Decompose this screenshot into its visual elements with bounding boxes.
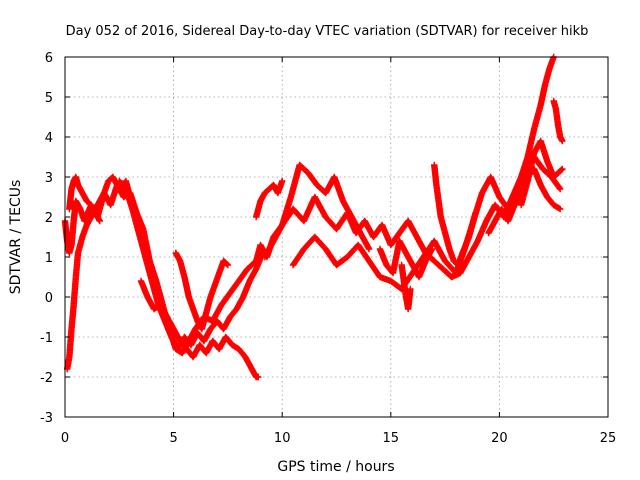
data-track [252, 177, 286, 221]
y-tick-label: -1 [40, 331, 53, 346]
data-track [376, 237, 436, 281]
data-point [557, 205, 564, 213]
data-point [96, 217, 103, 225]
y-tick-label: -3 [40, 411, 53, 426]
data-track [398, 261, 414, 313]
y-tick-label: 1 [45, 251, 53, 266]
chart-title: Day 052 of 2016, Sidereal Day-to-day VTE… [66, 24, 589, 39]
data-track [66, 173, 103, 225]
data-point [224, 261, 232, 269]
y-axis-label: SDTVAR / TECUs [8, 180, 24, 295]
x-tick-label: 10 [274, 431, 291, 446]
x-tick-label: 5 [169, 431, 177, 446]
x-tick-label: 25 [600, 431, 617, 446]
y-tick-label: 3 [45, 171, 53, 186]
x-tick-label: 0 [61, 431, 69, 446]
data-track [261, 161, 373, 261]
data-point [556, 184, 563, 192]
data-point [559, 137, 566, 145]
data-track [485, 165, 564, 237]
y-tick-label: 4 [45, 131, 53, 146]
data-point [558, 166, 565, 173]
ticks [64, 56, 609, 418]
data-point [365, 245, 373, 253]
data-track [116, 177, 266, 353]
data-track [517, 137, 566, 209]
y-tick-label: 5 [45, 91, 53, 106]
x-axis-label: GPS time / hours [277, 459, 394, 475]
x-tick-label: 15 [383, 431, 400, 446]
x-tick-label: 20 [491, 431, 508, 446]
data-point [407, 285, 414, 293]
data-point [255, 373, 262, 381]
data-point [428, 245, 436, 253]
data-track [137, 277, 262, 381]
data-point [559, 165, 566, 173]
y-tick-label: 6 [45, 51, 53, 66]
data-track [550, 97, 566, 145]
data-layer [61, 53, 566, 381]
data-track [61, 53, 557, 357]
data-point [557, 185, 564, 193]
plot-frame [64, 56, 609, 418]
y-tick-label: -2 [40, 371, 53, 386]
y-tick-label: 2 [45, 211, 53, 226]
data-track [172, 249, 232, 333]
y-tick-label: 0 [45, 291, 53, 306]
tick-labels: 0 5 10 15 20 25 -3 -2 -1 0 1 2 3 4 5 6 [40, 51, 616, 446]
data-point [223, 261, 231, 268]
data-point [279, 177, 286, 185]
